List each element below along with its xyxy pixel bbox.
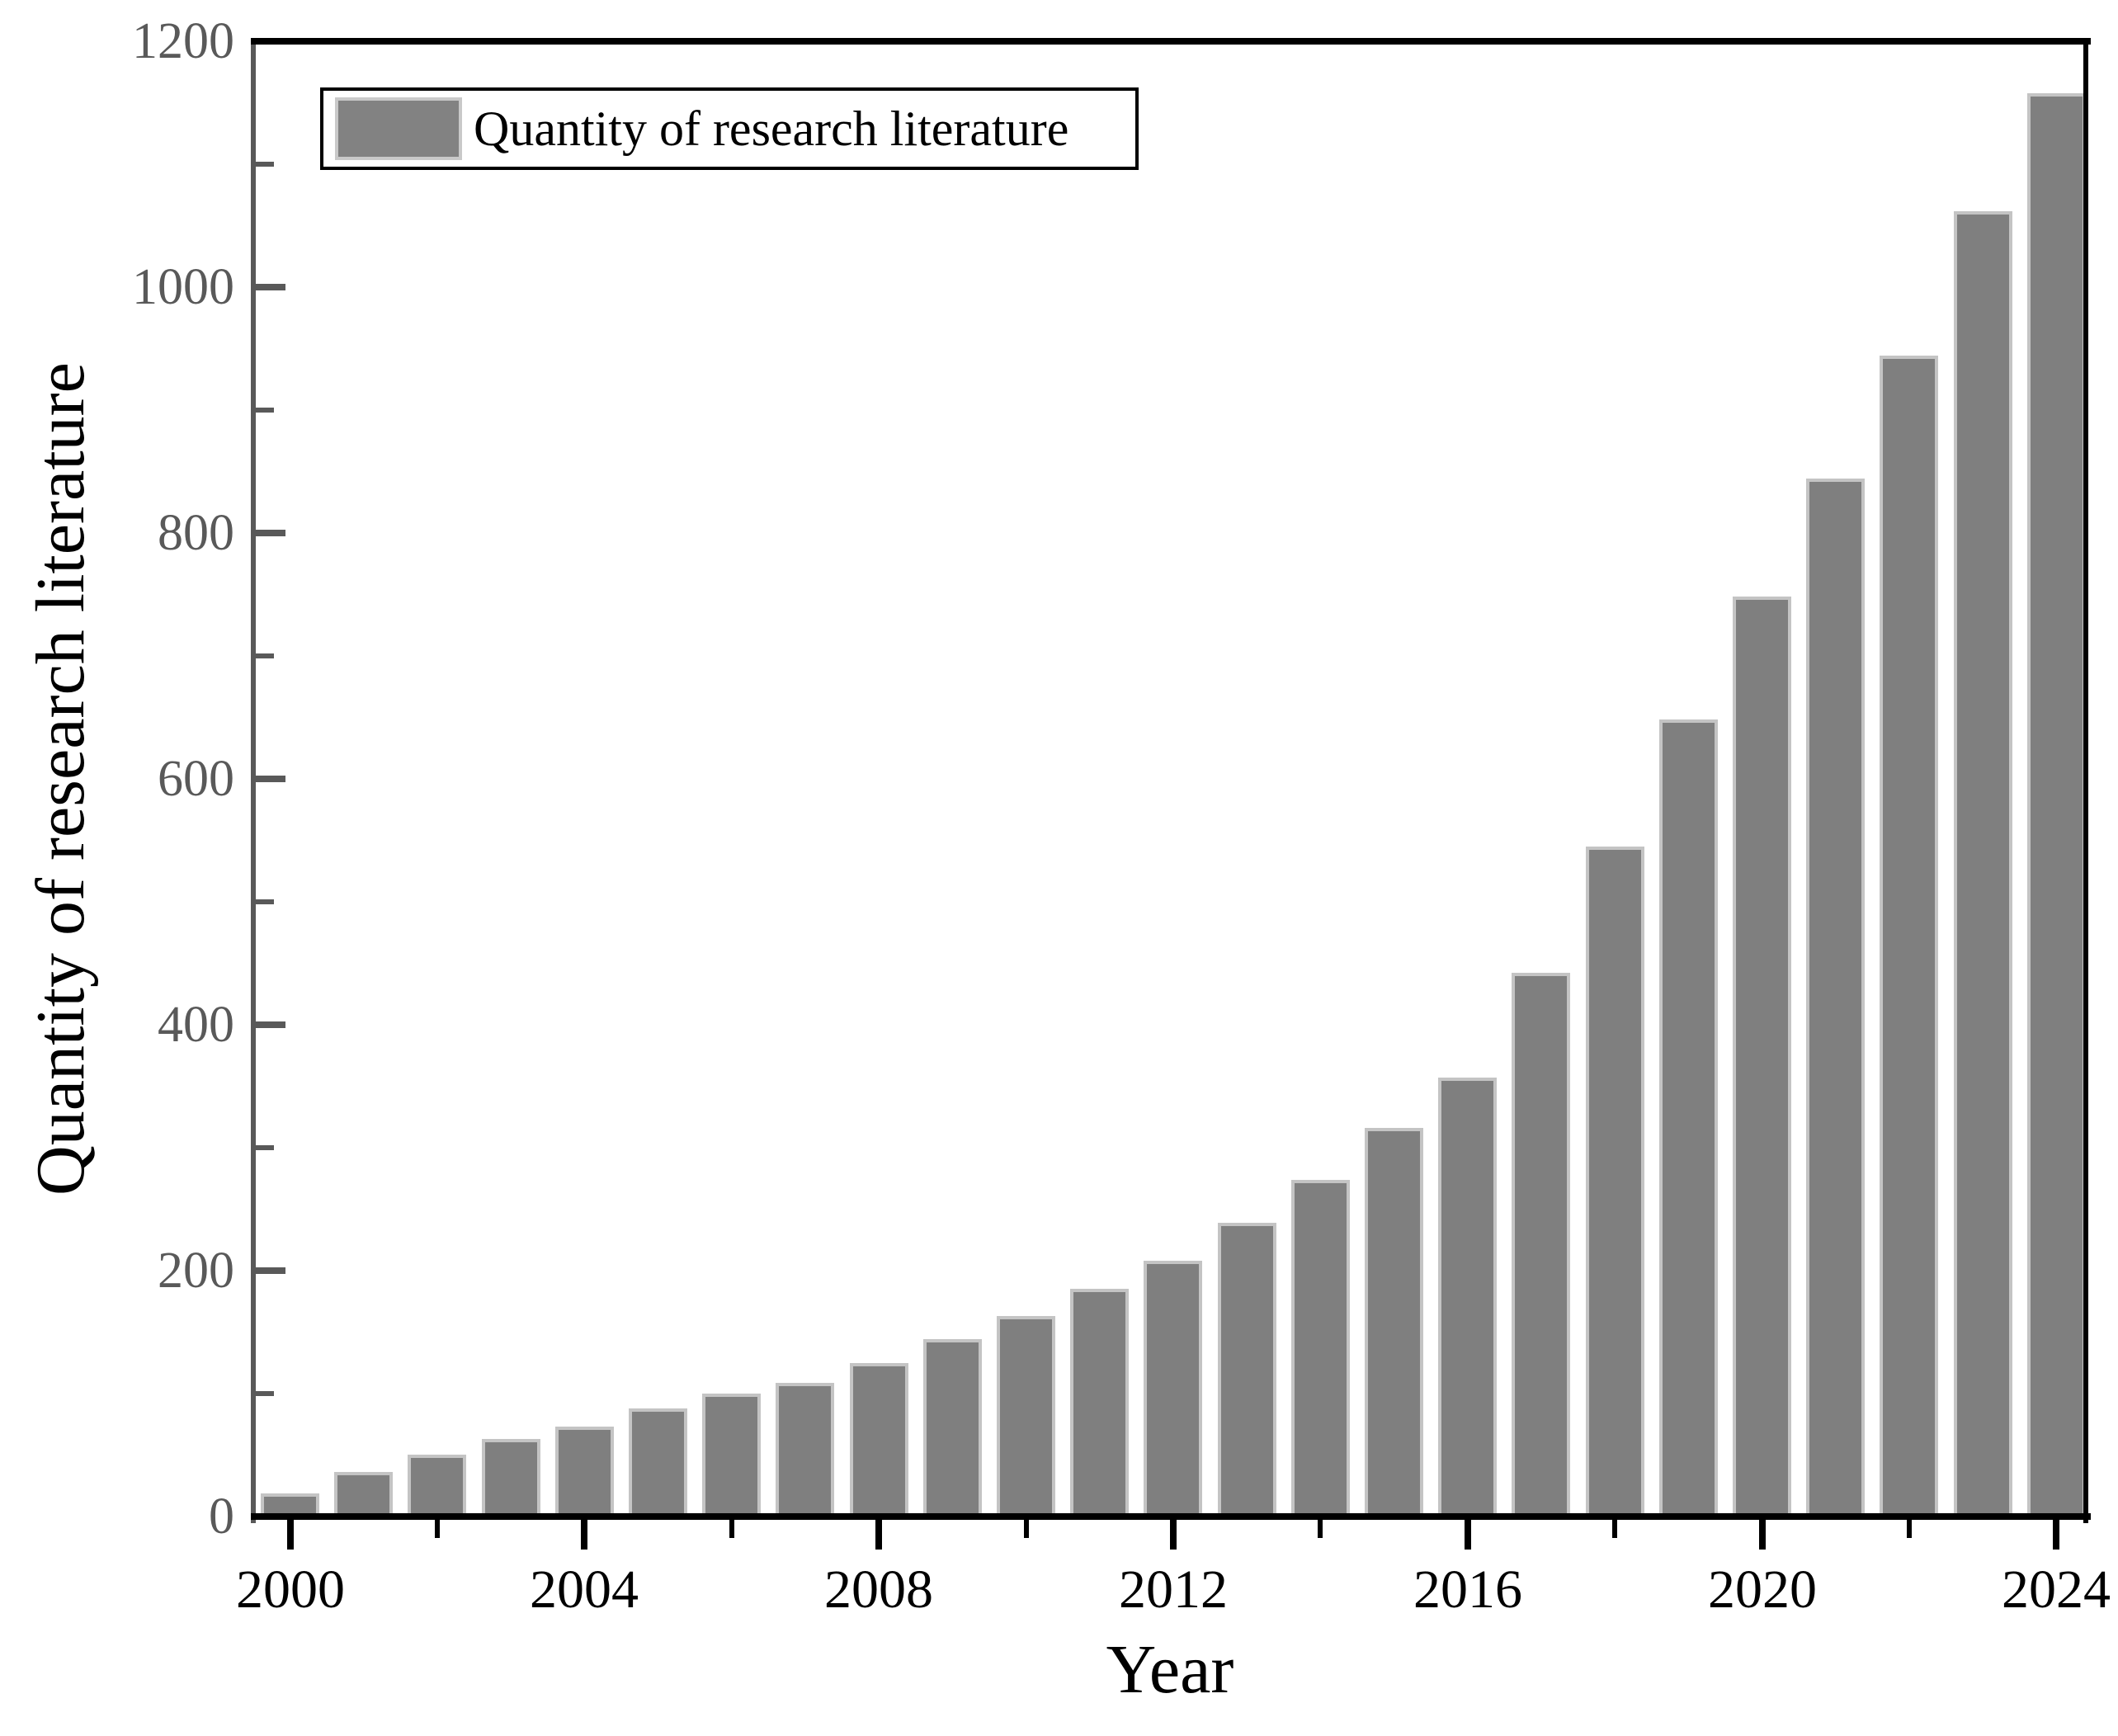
y-tick-label: 0	[209, 1488, 234, 1545]
x-major-tick	[1465, 1520, 1471, 1550]
x-major-tick	[581, 1520, 587, 1550]
bar-2014	[1291, 1180, 1350, 1517]
y-minor-tick	[256, 653, 274, 658]
x-tick-label: 2020	[1708, 1559, 1817, 1620]
bar-2004	[555, 1427, 614, 1517]
bar-2005	[629, 1408, 687, 1517]
y-major-tick	[256, 1021, 285, 1028]
x-major-tick	[1170, 1520, 1177, 1550]
bar-2006	[702, 1394, 761, 1517]
y-major-tick	[256, 1267, 285, 1274]
y-minor-tick	[256, 1145, 274, 1150]
bar-2010	[997, 1316, 1055, 1517]
y-minor-tick	[256, 899, 274, 904]
y-minor-tick	[256, 408, 274, 413]
bar-2021	[1806, 479, 1865, 1517]
bar-2022	[1880, 356, 1938, 1517]
x-tick-label: 2008	[824, 1559, 933, 1620]
bar-2018	[1586, 847, 1644, 1517]
x-major-tick	[1759, 1520, 1766, 1550]
x-axis-line	[251, 1513, 2091, 1520]
bar-2015	[1365, 1128, 1423, 1517]
y-tick-label: 800	[158, 505, 234, 561]
bar-2016	[1438, 1078, 1497, 1517]
bar-2003	[482, 1439, 540, 1517]
bar-2019	[1659, 719, 1718, 1517]
x-minor-tick	[1612, 1520, 1617, 1538]
bar-2013	[1218, 1223, 1276, 1517]
bar-2009	[923, 1339, 982, 1517]
legend-swatch	[335, 97, 462, 160]
y-tick-label: 1000	[132, 259, 234, 315]
y-major-tick	[256, 284, 285, 290]
bar-2024	[2027, 93, 2086, 1517]
bar-2001	[334, 1472, 393, 1517]
y-minor-tick	[256, 1391, 274, 1396]
y-axis-line	[251, 38, 256, 1523]
x-tick-label: 2012	[1119, 1559, 1228, 1620]
y-major-tick	[256, 530, 285, 536]
legend: Quantity of research literature	[320, 87, 1139, 170]
bar-2017	[1512, 973, 1570, 1517]
x-minor-tick	[729, 1520, 734, 1538]
x-major-tick	[287, 1520, 294, 1550]
y-tick-label: 600	[158, 751, 234, 807]
bar-2023	[1954, 211, 2012, 1517]
plot-top-border	[251, 38, 2091, 45]
x-tick-label: 2000	[236, 1559, 345, 1620]
x-minor-tick	[1024, 1520, 1029, 1538]
plot-right-border	[2083, 38, 2088, 1523]
y-tick-label: 400	[158, 997, 234, 1053]
x-minor-tick	[1907, 1520, 1912, 1538]
bar-2011	[1070, 1289, 1129, 1517]
y-tick-label: 1200	[132, 13, 234, 69]
x-major-tick	[875, 1520, 882, 1550]
x-tick-label: 2024	[2002, 1559, 2111, 1620]
bar-2008	[850, 1363, 908, 1517]
x-major-tick	[2053, 1520, 2059, 1550]
x-tick-label: 2016	[1413, 1559, 1522, 1620]
x-axis-title: Year	[1106, 1631, 1234, 1708]
bar-2002	[408, 1455, 466, 1517]
legend-label: Quantity of research literature	[474, 101, 1069, 156]
y-tick-label: 200	[158, 1243, 234, 1299]
x-minor-tick	[1318, 1520, 1323, 1538]
y-minor-tick	[256, 162, 274, 167]
x-minor-tick	[435, 1520, 440, 1538]
bar-2012	[1144, 1261, 1202, 1517]
x-tick-label: 2004	[530, 1559, 639, 1620]
bar-2020	[1733, 597, 1791, 1517]
y-major-tick	[256, 776, 285, 782]
bar-2007	[776, 1383, 834, 1517]
y-axis-title: Quantity of research literature	[22, 362, 99, 1196]
